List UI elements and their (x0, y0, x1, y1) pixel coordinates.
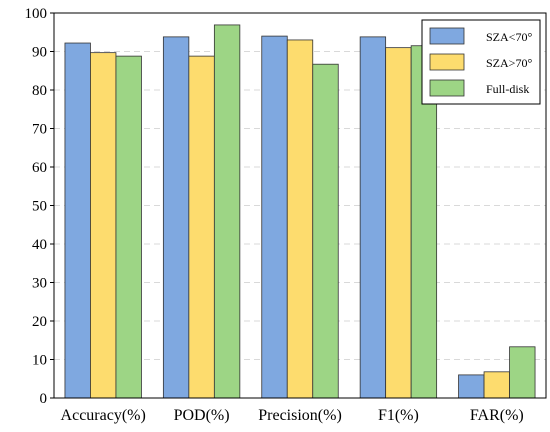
y-tick-label: 100 (25, 6, 48, 22)
x-axis-labels: Accuracy(%) POD(%) Precision(%) F1(%) FAR(%) (61, 407, 524, 424)
y-tick-label: 70 (32, 122, 47, 138)
legend-label: Full-disk (486, 82, 529, 96)
y-tick-label: 30 (32, 276, 47, 292)
bar-pod-sza-70 (188, 55, 215, 399)
y-tick-label: 50 (32, 199, 47, 215)
bar-far-sza-70 (483, 371, 510, 399)
y-tick-label: 20 (32, 314, 47, 330)
legend: SZA<70° SZA>70° Full-disk (421, 19, 541, 105)
bar-pod-full-disk (213, 24, 241, 399)
legend-swatch-sza-70 (429, 27, 465, 45)
x-category-label: Precision(%) (258, 407, 342, 424)
bars (64, 24, 536, 399)
bar-precision-sza-70 (286, 39, 314, 399)
bar-f1-sza-70 (359, 36, 387, 399)
legend-label: SZA<70° (486, 30, 532, 44)
x-category-label: FAR(%) (470, 407, 524, 424)
legend-swatch-full-disk (429, 79, 465, 97)
y-tick-label: 10 (32, 353, 47, 369)
legend-label: SZA>70° (486, 56, 532, 70)
y-tick-label: 80 (32, 83, 47, 99)
y-tick-label: 60 (32, 160, 47, 176)
bar-accuracy-sza-70 (90, 52, 117, 399)
bar-accuracy-sza-70 (64, 42, 91, 399)
bar-precision-full-disk (312, 63, 339, 399)
bar-accuracy-full-disk (115, 55, 142, 399)
bar-far-full-disk (509, 346, 536, 399)
bar-far-sza-70 (458, 374, 485, 399)
y-axis-ticks: 0 10 20 30 40 50 60 70 80 90 100 (25, 6, 54, 407)
x-category-label: F1(%) (378, 407, 419, 424)
x-category-label: Accuracy(%) (61, 407, 146, 424)
bar-f1-sza-70 (385, 47, 412, 399)
y-tick-label: 0 (40, 391, 48, 407)
y-tick-label: 40 (32, 237, 47, 253)
x-category-label: POD(%) (174, 407, 230, 424)
bar-pod-sza-70 (162, 36, 190, 399)
legend-swatch-sza-70 (429, 53, 465, 71)
y-tick-label: 90 (32, 45, 47, 61)
bar-precision-sza-70 (261, 35, 288, 399)
